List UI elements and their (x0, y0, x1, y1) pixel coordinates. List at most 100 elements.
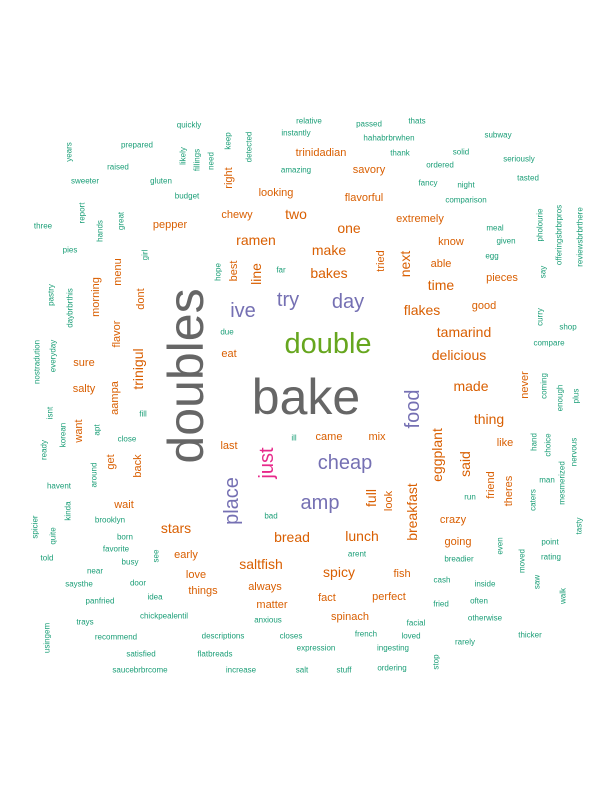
word-ready: ready (40, 440, 49, 460)
word-shop: shop (559, 323, 577, 332)
word-panfried: panfried (86, 597, 115, 606)
word-early: early (174, 549, 198, 561)
word-quite: quite (49, 527, 58, 545)
word-place: place (221, 477, 243, 525)
word-spicy: spicy (323, 564, 355, 580)
word-theres: theres (503, 475, 515, 506)
word-bakes: bakes (310, 265, 347, 281)
word-hand: hand (530, 433, 539, 451)
word-havent: havent (47, 482, 72, 491)
word-make: make (312, 242, 346, 258)
word-two: two (285, 206, 307, 222)
word-seriously: seriously (503, 155, 535, 164)
word-apt: apt (93, 424, 102, 436)
word-always: always (248, 581, 282, 593)
word-busy: busy (122, 558, 139, 567)
word-favorite: favorite (103, 545, 130, 554)
word-likely: likely (179, 147, 188, 165)
word-comparison: comparison (445, 196, 486, 205)
word-one: one (337, 220, 361, 236)
word-saltfish: saltfish (239, 556, 283, 572)
word-ordered: ordered (426, 161, 454, 170)
word-tasted: tasted (517, 174, 539, 183)
word-walk: walk (559, 587, 568, 605)
word-caters: caters (529, 489, 538, 511)
word-hahabrbrwhen: hahabrbrwhen (363, 134, 414, 143)
word-egg: egg (485, 252, 498, 261)
word-satisfied: satisfied (126, 650, 155, 659)
word-great: great (117, 211, 126, 230)
word-sweeter: sweeter (71, 177, 99, 186)
word-know: know (438, 236, 464, 248)
word-hope: hope (214, 263, 223, 281)
word-run: run (464, 493, 476, 502)
word-bread: bread (274, 529, 310, 545)
word-food: food (402, 390, 424, 429)
word-time: time (428, 277, 455, 293)
word-dont: dont (135, 288, 147, 309)
word-facial: facial (407, 619, 426, 628)
word-budget: budget (175, 192, 200, 201)
word-see: see (152, 549, 161, 562)
word-fried: fried (433, 600, 449, 609)
word-salt: salt (296, 666, 309, 675)
word-french: french (355, 630, 377, 639)
word-keep: keep (224, 132, 233, 150)
word-pholourie: pholourie (536, 208, 545, 241)
word-born: born (117, 533, 133, 542)
word-arent: arent (348, 550, 367, 559)
word-descriptions: descriptions (202, 632, 245, 641)
word-rating: rating (541, 553, 561, 562)
word-thicker: thicker (518, 631, 542, 640)
word-perfect: perfect (372, 591, 406, 603)
word-wait: wait (113, 499, 134, 511)
word-amazing: amazing (281, 166, 311, 175)
word-flavor: flavor (111, 320, 123, 347)
word-instantly: instantly (281, 129, 310, 138)
word-flatbreads: flatbreads (197, 650, 232, 659)
word-never: never (519, 371, 531, 399)
word-prepared: prepared (121, 141, 153, 150)
word-meal: meal (486, 224, 504, 233)
word-even: even (496, 537, 505, 554)
word-thing: thing (474, 411, 504, 427)
word-eat: eat (221, 348, 236, 360)
word-day: day (332, 291, 364, 313)
word-love: love (186, 569, 206, 581)
word-years: years (65, 142, 74, 162)
word-things: things (188, 585, 218, 597)
word-just: just (256, 447, 278, 480)
word-loved: loved (401, 632, 420, 641)
word-everyday: everyday (49, 340, 58, 372)
word-report: report (78, 202, 87, 224)
word-ive: ive (230, 300, 256, 322)
word-tasty: tasty (575, 518, 584, 535)
word-stars: stars (161, 520, 191, 536)
word-quickly: quickly (177, 121, 201, 130)
word-salty: salty (73, 383, 96, 395)
word-fish: fish (393, 568, 410, 580)
word-detected: detected (245, 132, 254, 163)
word-amp: amp (301, 492, 340, 514)
word-delicious: delicious (432, 347, 486, 363)
word-usingem: usingem (43, 623, 52, 654)
word-pastry: pastry (47, 284, 56, 306)
word-breakfast: breakfast (404, 483, 420, 541)
word-given: given (496, 237, 515, 246)
word-passed: passed (356, 120, 382, 129)
word-fact: fact (318, 592, 336, 604)
word-daybrbrthis: daybrbrthis (66, 288, 75, 328)
word-tamarind: tamarind (437, 324, 491, 340)
word-stuff: stuff (337, 666, 353, 675)
word-curry: curry (536, 308, 545, 326)
word-want: want (73, 419, 85, 443)
word-night: night (457, 181, 475, 190)
word-relative: relative (296, 117, 322, 126)
word-compare: compare (533, 339, 565, 348)
word-trays: trays (76, 618, 93, 627)
word-bad: bad (264, 512, 277, 521)
word-plus: plus (572, 389, 581, 404)
word-reviewsbrbrthere: reviewsbrbrthere (576, 207, 585, 267)
word-increase: increase (226, 666, 257, 675)
